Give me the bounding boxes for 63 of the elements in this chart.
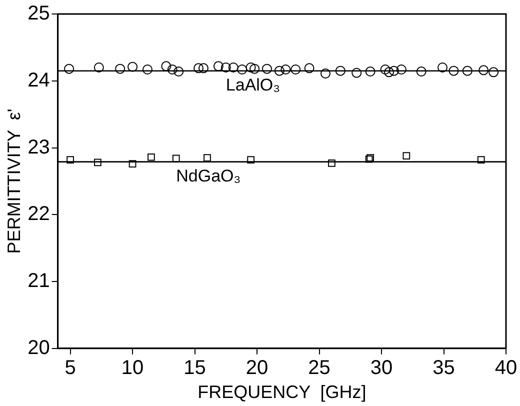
x-tick-label: 10 xyxy=(121,356,144,379)
series-label: NdGaO₃ xyxy=(176,166,241,186)
point xyxy=(94,158,102,166)
point xyxy=(128,160,136,168)
point xyxy=(64,64,74,74)
x-tick-label: 5 xyxy=(64,356,76,379)
point xyxy=(416,66,426,77)
y-tick-label: 21 xyxy=(28,270,50,292)
point xyxy=(274,66,284,76)
point xyxy=(174,66,184,77)
point xyxy=(237,64,248,75)
y-tick-label: 25 xyxy=(28,2,50,25)
y-tick-label: 22 xyxy=(28,203,50,226)
point xyxy=(388,66,399,76)
x-tick-label: 15 xyxy=(184,356,206,379)
point xyxy=(335,66,346,76)
y-tick-label: 24 xyxy=(28,69,50,92)
point xyxy=(161,61,172,72)
point xyxy=(172,154,180,162)
point xyxy=(438,62,448,73)
point xyxy=(66,156,74,164)
point xyxy=(142,64,152,75)
point xyxy=(220,62,231,73)
point xyxy=(380,64,390,75)
point xyxy=(228,62,238,73)
point xyxy=(262,64,272,74)
point xyxy=(384,67,394,78)
point xyxy=(246,62,256,73)
point xyxy=(488,67,499,78)
point xyxy=(304,63,314,74)
x-tick-label: 20 xyxy=(246,356,268,379)
point xyxy=(204,154,211,162)
point xyxy=(477,156,485,164)
point xyxy=(402,152,410,160)
point xyxy=(448,66,459,76)
x-axis-title: FREQUENCY [GHz] xyxy=(198,382,366,402)
x-tick-label: 30 xyxy=(370,356,393,379)
series-label: LaAlO₃ xyxy=(226,76,280,95)
point xyxy=(148,153,155,161)
point xyxy=(320,68,330,79)
x-tick-label: 40 xyxy=(494,356,518,379)
point xyxy=(462,66,472,76)
y-tick-label: 20 xyxy=(28,336,50,359)
x-tick-label: 35 xyxy=(432,356,455,379)
x-tick-label: 25 xyxy=(308,356,330,379)
point xyxy=(352,68,362,78)
point xyxy=(213,61,224,72)
point xyxy=(128,62,138,72)
point xyxy=(247,156,254,164)
point xyxy=(94,62,104,73)
point xyxy=(328,159,336,167)
point xyxy=(194,63,204,74)
point xyxy=(478,65,489,76)
point xyxy=(198,63,208,74)
point xyxy=(365,66,376,77)
point xyxy=(115,64,126,74)
point xyxy=(280,64,291,75)
point xyxy=(290,64,301,75)
point xyxy=(167,64,178,75)
y-axis-title: PERMITTIVITY ε' xyxy=(4,108,24,254)
point xyxy=(250,64,260,74)
y-tick-label: 23 xyxy=(28,136,50,158)
point xyxy=(396,64,406,75)
